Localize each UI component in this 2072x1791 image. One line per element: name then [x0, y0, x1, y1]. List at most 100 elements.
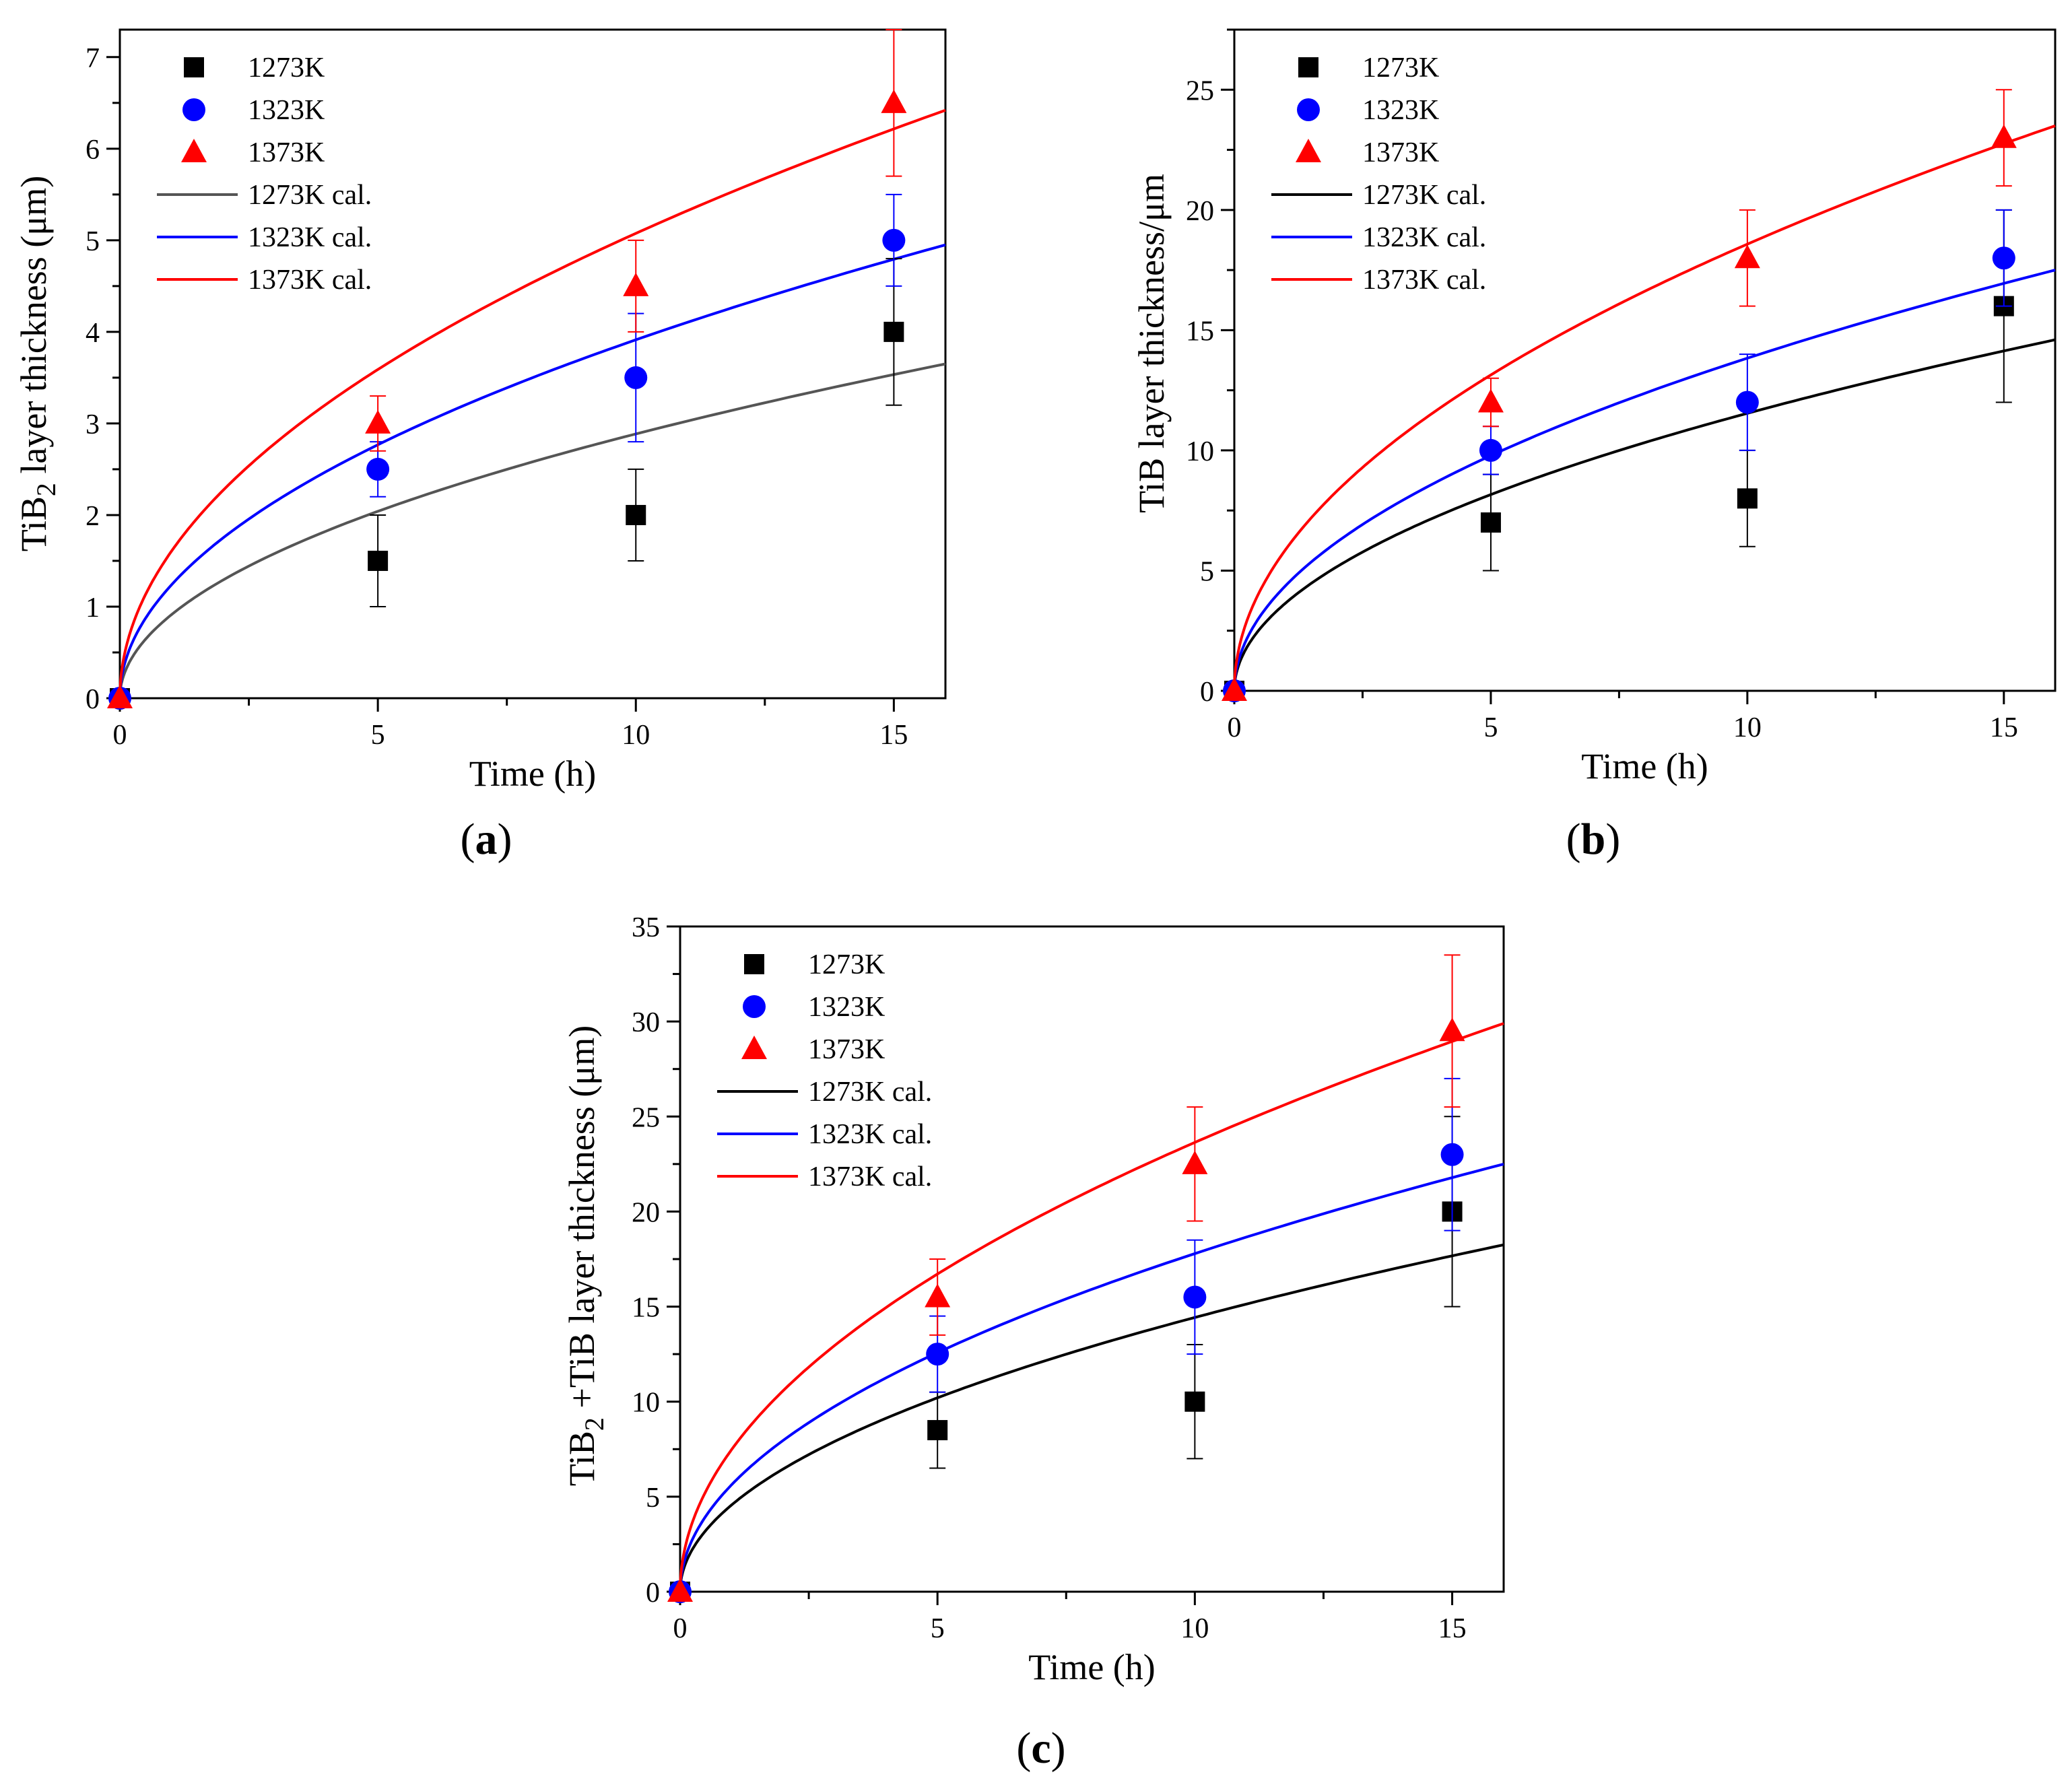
panel-label-a: (a) [461, 815, 512, 864]
panel-c-data-point-circle [926, 1343, 949, 1366]
panel-a-legend-marker-2 [182, 98, 205, 121]
panel-a-fit-line-3 [119, 108, 946, 698]
panel-c-y-axis-label-main: TiB [562, 1431, 602, 1486]
panel-a-legend-label: 1273K [248, 53, 325, 83]
panel-b-x-tick-label: 5 [1483, 712, 1498, 743]
panel-c-legend-label: 1323K [808, 992, 885, 1023]
panel-b-data-point-circle [1735, 391, 1759, 414]
panel-c-data-point-square [1184, 1391, 1205, 1412]
panel-a-legend-label: 1273K cal. [248, 180, 372, 211]
panel-a-y-axis-label-main: TiB [13, 496, 54, 551]
panel-c-y-tick-label: 5 [646, 1483, 660, 1514]
panel-b-data-point-circle [1479, 438, 1502, 462]
panel-a-y-tick-label: 5 [86, 226, 100, 257]
panel-b-y-axis-label: TiB layer thickness/μm [1131, 174, 1172, 513]
panel-c-legend-label: 1273K [808, 949, 885, 980]
panel-a-x-tick-label: 0 [113, 720, 127, 751]
panel-a-data-point-square [626, 504, 646, 525]
panel-a-data-point-triangle [623, 272, 649, 296]
panel-a-y-tick-label: 0 [86, 684, 100, 715]
panel-c-legend-marker-3 [741, 1036, 767, 1059]
panel-b-y-tick-label: 0 [1200, 677, 1214, 708]
panel-a-data-point-circle [624, 366, 648, 389]
panel-c-y-tick-label: 25 [632, 1102, 660, 1133]
panel-c-y-axis-label: TiB2 +TiB layer thickness (μm) [562, 1025, 609, 1486]
panel-c-legend-label: 1373K [808, 1034, 885, 1065]
panel-a-x-axis-label: Time (h) [469, 753, 597, 794]
panel-c-data-point-triangle [1439, 1017, 1465, 1042]
panel-c-y-tick-label: 30 [632, 1007, 660, 1038]
panel-a-data-point-circle [366, 457, 390, 481]
panel-b-data-point-triangle [1991, 124, 2017, 148]
panel-c-fit-line-1 [679, 1243, 1504, 1592]
panel-b-y-tick-label: 25 [1186, 75, 1214, 106]
panel-b-y-tick-label: 10 [1186, 436, 1214, 467]
panel-b-y-tick-label: 5 [1200, 556, 1214, 587]
panel-c-fit-line-2 [679, 1162, 1504, 1592]
panel-a-fit-line-2 [119, 243, 946, 698]
panel-a-y-tick-label: 3 [86, 409, 100, 440]
panel-b-legend-marker-1 [1298, 57, 1318, 77]
panel-c-y-tick-label: 35 [632, 912, 660, 943]
panel-b-y-tick-label: 15 [1186, 316, 1214, 347]
panel-c-y-tick-label: 20 [632, 1197, 660, 1228]
panel-a-x-tick-label: 5 [371, 720, 385, 751]
panel-label-c: (c) [1016, 1724, 1065, 1773]
panel-b-legend-label: 1273K cal. [1362, 180, 1486, 211]
panel-b-legend-label: 1323K [1362, 95, 1439, 126]
panel-c-data-point-circle [1440, 1143, 1464, 1166]
panel-b-x-tick-label: 0 [1228, 712, 1242, 743]
panel-b-legend-label: 1323K cal. [1362, 222, 1486, 253]
panel-a-legend-label: 1323K cal. [248, 222, 372, 253]
panel-a-legend-label: 1373K [248, 137, 325, 168]
panel-a-fit-line-1 [119, 362, 946, 698]
panel-b-data-point-square [1480, 512, 1501, 533]
panel-a-legend-label: 1323K [248, 95, 325, 126]
panel-c-fit-line-3 [679, 1022, 1504, 1592]
chart-panel-c: 0 5 10 15 0 5 10 15 20 25 30 35 Time (h) TiB2 +TiB la… [562, 912, 1505, 1687]
panel-b-legend-label: 1373K cal. [1362, 265, 1486, 296]
panel-label-b-letter: b [1581, 815, 1606, 864]
panel-a-y-tick-label: 7 [86, 43, 100, 74]
panel-a-y-tick-label: 6 [86, 135, 100, 166]
panel-c-legend-marker-1 [744, 954, 764, 974]
panel-a-y-tick-label: 1 [86, 593, 100, 623]
panel-c-legend-label: 1373K cal. [808, 1161, 932, 1192]
chart-panel-b: 0 5 10 15 0 5 10 15 20 25 Time (h) TiB layer thickn… [1131, 28, 2057, 786]
panel-c-y-axis-label-subscript: 2 [579, 1417, 609, 1431]
panel-c-data-point-triangle [1182, 1150, 1208, 1174]
panel-c-y-tick-label: 15 [632, 1293, 660, 1324]
panel-c-legend-label: 1273K cal. [808, 1077, 932, 1108]
panel-b-x-tick-label: 15 [1990, 712, 2018, 743]
panel-b-y-axis-label-main: TiB layer thickness/μm [1131, 174, 1172, 513]
panel-c-plot-frame [679, 925, 1505, 1593]
panel-b-legend-marker-3 [1296, 139, 1321, 162]
panel-a-plot-frame [119, 28, 947, 700]
panel-a-x-tick-label: 15 [879, 720, 908, 751]
panel-b-x-tick-label: 10 [1733, 712, 1762, 743]
panel-b-legend-marker-2 [1297, 98, 1320, 121]
panel-c-x-axis-label: Time (h) [1028, 1647, 1156, 1687]
panel-a-y-axis-label-rest: layer thickness (μm) [13, 176, 54, 483]
panel-c-y-tick-label: 10 [632, 1388, 660, 1419]
panel-a-legend-label: 1373K cal. [248, 265, 372, 296]
panel-label-c-letter: c [1031, 1724, 1050, 1773]
panel-a-data-point-square [368, 550, 389, 571]
panel-c-x-tick-label: 0 [673, 1613, 688, 1644]
panel-b-fit-line-3 [1233, 124, 2056, 691]
panel-b-data-point-triangle [1477, 388, 1504, 413]
panel-a-legend-marker-1 [184, 57, 204, 77]
panel-b-plot-frame [1233, 28, 2057, 692]
panel-c-data-point-triangle [667, 1578, 693, 1602]
panel-a-y-axis-label: TiB2 layer thickness (μm) [13, 176, 61, 551]
panel-a-x-tick-label: 10 [622, 720, 650, 751]
panel-a-legend-marker-3 [181, 139, 207, 162]
panel-c-y-axis-label-rest: +TiB layer thickness (μm) [562, 1025, 602, 1417]
panel-b-x-axis-label: Time (h) [1581, 746, 1708, 786]
panel-a-data-point-triangle [107, 685, 133, 708]
panel-a-y-tick-label: 4 [86, 318, 100, 349]
panel-b-fit-line-1 [1233, 338, 2056, 691]
panel-b-legend-label: 1373K [1362, 137, 1439, 168]
panel-a-y-axis-label-subscript: 2 [31, 483, 61, 496]
panel-label-b: (b) [1566, 815, 1621, 864]
